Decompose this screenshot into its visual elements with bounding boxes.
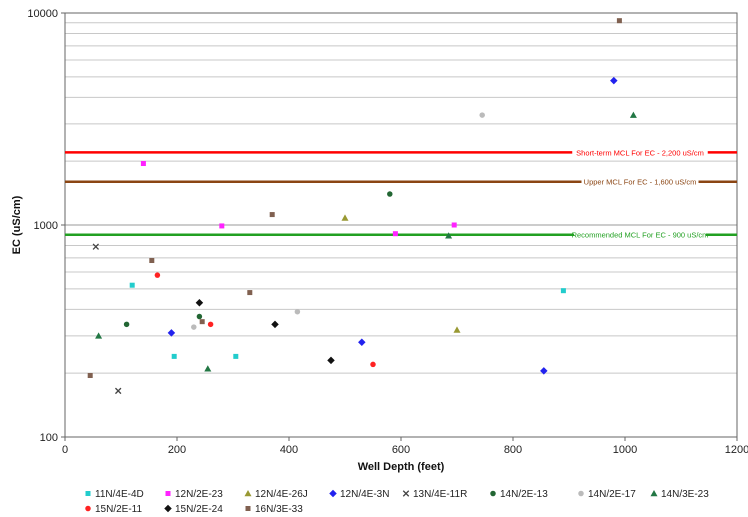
gridlines <box>65 22 737 374</box>
data-point-14n-3e-23 <box>95 332 103 339</box>
data-point-15n-2e-24 <box>327 356 335 365</box>
legend-marker-14n-3e-23 <box>650 490 658 497</box>
y-tick-label: 10000 <box>27 8 58 20</box>
legend-marker-11n-4e-4d <box>85 491 91 496</box>
data-point-11n-4e-4d <box>129 282 135 288</box>
data-point-16n-3e-33 <box>149 258 155 264</box>
data-point-11n-4e-4d <box>171 353 177 359</box>
y-tick-label: 100 <box>40 432 58 444</box>
legend-marker-12n-4e-26j <box>244 490 252 497</box>
data-point-14n-2e-13 <box>387 191 393 197</box>
x-tick-label: 1000 <box>613 444 637 456</box>
legend-label: 14N/2E-13 <box>500 489 548 500</box>
data-point-14n-2e-17 <box>191 324 197 330</box>
x-tick-label: 400 <box>280 444 298 456</box>
y-axis-title: EC (uS/cm) <box>11 195 23 254</box>
data-point-16n-3e-33 <box>199 319 205 325</box>
reference-lines: Short-term MCL For EC - 2,200 uS/cm Upper… <box>65 146 737 241</box>
data-point-14n-2e-13 <box>196 313 203 320</box>
data-point-14n-3e-23 <box>204 365 212 372</box>
data-point-15n-2e-11 <box>207 321 214 328</box>
data-point-14n-3e-23 <box>629 111 637 118</box>
legend-marker-14n-2e-13 <box>490 490 496 497</box>
data-point-14n-2e-13 <box>123 321 130 328</box>
legend-label: 15N/2E-11 <box>95 504 143 515</box>
data-point-16n-3e-33 <box>247 290 253 296</box>
data-point-12n-4e-3n <box>540 367 548 375</box>
legend-label: 14N/3E-23 <box>661 489 709 500</box>
x-tick-label: 200 <box>168 444 186 456</box>
data-point-12n-2e-23 <box>392 231 398 237</box>
data-point-12n-4e-26j <box>341 214 349 221</box>
legend-label: 11N/4E-4D <box>95 489 144 500</box>
legend-label: 12N/2E-23 <box>175 489 223 500</box>
data-point-16n-3e-33 <box>269 212 275 218</box>
reference-label-bg <box>572 146 708 158</box>
reference-label-bg <box>581 176 699 188</box>
x-axis-ticks: 0 200 400 600 800 1000 1200 <box>62 437 748 456</box>
data-point-14n-3e-23 <box>445 232 453 239</box>
legend-marker-12n-4e-3n <box>329 489 337 498</box>
legend-label: 14N/2E-17 <box>588 489 636 500</box>
legend-label: 13N/4E-11R <box>413 489 467 500</box>
data-points <box>87 18 637 395</box>
data-point-12n-4e-3n <box>610 76 618 85</box>
data-point-12n-4e-26j <box>453 326 461 333</box>
data-point-13n-4e-11r <box>92 243 100 250</box>
legend-marker-16n-3e-33 <box>245 506 251 511</box>
data-point-12n-4e-3n <box>358 338 366 346</box>
legend-label: 16N/3E-33 <box>255 504 303 515</box>
x-tick-label: 1200 <box>725 444 748 456</box>
x-tick-label: 0 <box>62 444 68 456</box>
data-point-14n-2e-17 <box>294 308 301 315</box>
x-tick-label: 600 <box>392 444 410 456</box>
reference-line-label: Recommended MCL For EC - 900 uS/cm <box>572 231 709 240</box>
data-point-11n-4e-4d <box>560 288 566 294</box>
reference-line-label: Short-term MCL For EC - 2,200 uS/cm <box>576 148 704 157</box>
data-point-15n-2e-24 <box>195 298 204 307</box>
legend-marker-14n-2e-17 <box>578 490 584 497</box>
data-point-12n-2e-23 <box>219 223 225 229</box>
x-tick-label: 800 <box>504 444 522 456</box>
data-point-12n-4e-3n <box>167 329 176 337</box>
reference-label-bg <box>574 229 706 241</box>
data-point-15n-2e-11 <box>154 272 161 278</box>
data-point-15n-2e-24 <box>271 320 279 329</box>
reference-line-label: Upper MCL For EC - 1,600 uS/cm <box>584 178 697 187</box>
legend-label: 15N/2E-24 <box>175 504 223 515</box>
legend-marker-15n-2e-24 <box>164 504 172 513</box>
data-point-11n-4e-4d <box>233 353 239 359</box>
y-tick-label: 1000 <box>34 220 58 232</box>
legend-label: 12N/4E-3N <box>340 489 389 500</box>
data-point-12n-2e-23 <box>140 161 146 167</box>
data-point-14n-2e-17 <box>479 112 485 118</box>
data-point-15n-2e-11 <box>370 361 376 368</box>
legend-marker-13n-4e-11r <box>402 490 410 497</box>
legend-label: 12N/4E-26J <box>255 489 308 500</box>
legend-marker-12n-2e-23 <box>165 491 171 496</box>
legend-marker-15n-2e-11 <box>85 505 91 512</box>
data-point-12n-2e-23 <box>451 222 457 228</box>
data-point-16n-3e-33 <box>87 373 93 379</box>
data-point-13n-4e-11r <box>114 387 122 395</box>
legend: 11N/4E-4D 12N/2E-23 12N/4E-26J 12N/4E-3N 13N… <box>85 489 709 515</box>
x-axis-title: Well Depth (feet) <box>358 461 445 473</box>
data-point-16n-3e-33 <box>616 18 622 24</box>
y-axis-ticks: 100 1000 10000 <box>27 8 65 444</box>
